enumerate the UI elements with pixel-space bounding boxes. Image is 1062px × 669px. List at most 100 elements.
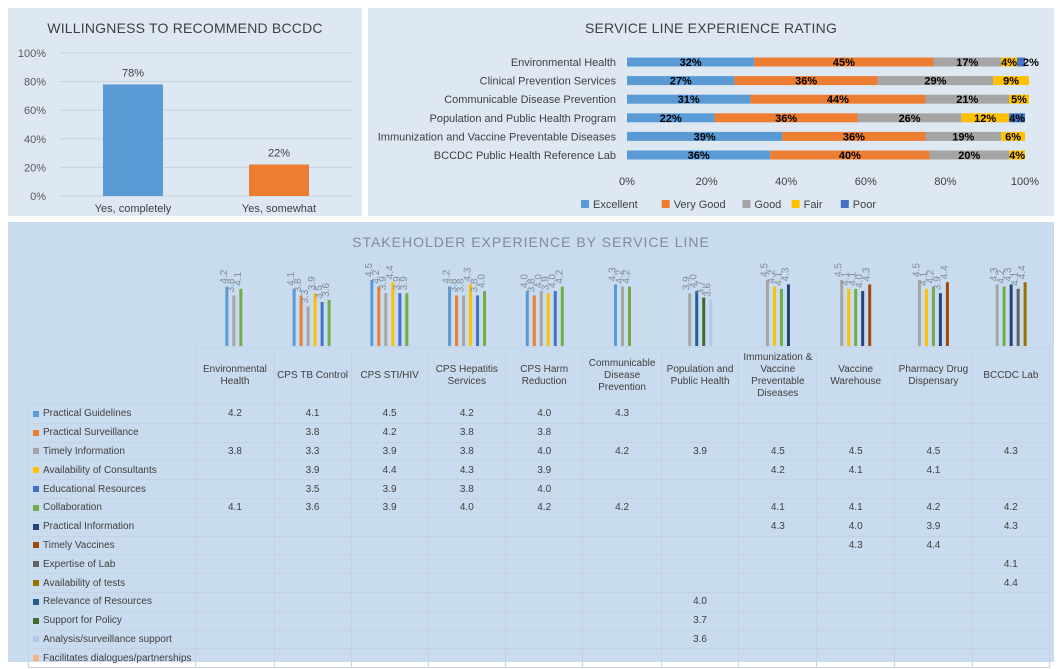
data-label: 19%: [952, 131, 974, 143]
table-cell: [273, 554, 352, 575]
column-header: Pharmacy Drug Dispensary: [894, 347, 973, 405]
stakeholder-bar: [688, 293, 692, 346]
table-cell: [504, 535, 584, 556]
legend-swatch: [661, 200, 670, 208]
table-cell: [427, 554, 506, 575]
data-label: 45%: [833, 57, 855, 69]
bar-segment: [961, 113, 1010, 123]
stakeholder-bar: [462, 295, 466, 346]
stakeholder-bar: [840, 280, 844, 346]
column-header: CPS STI/HIV: [350, 347, 429, 405]
table-cell: [195, 535, 275, 556]
bar-segment: [933, 57, 1002, 67]
table-cell: 3.9: [350, 479, 429, 499]
bar-value-label: 4.2: [371, 269, 382, 283]
series-name: Facilitates dialogues/partnerships: [43, 652, 192, 664]
stakeholder-bar: [924, 288, 928, 346]
bar-value-label: 4.1: [841, 271, 852, 285]
table-row: Expertise of Lab 4.1: [27, 554, 1051, 575]
bar-segment: [750, 94, 926, 104]
recommend-chart-title: WILLINGNESS TO RECOMMEND BCCDC: [47, 20, 323, 36]
stakeholder-bar: [377, 286, 381, 346]
table-cell: 4.4: [971, 573, 1051, 593]
legend-swatch: [33, 598, 39, 605]
y-tick-label: 40%: [24, 134, 46, 146]
bar-value-label: 4.2: [219, 269, 230, 283]
x-tick-label: 100%: [1011, 176, 1039, 188]
row-label: Expertise of Lab: [27, 554, 197, 575]
table-cell: 4.1: [195, 497, 275, 518]
bar-value-label: 4.0: [533, 274, 544, 288]
table-cell: 3.6: [273, 497, 352, 518]
table-cell: 3.9: [894, 516, 973, 537]
table-cell: [195, 573, 275, 593]
table-cell: [427, 610, 506, 631]
bar-value-label: 4.3: [608, 267, 619, 281]
stakeholder-bar: [539, 291, 543, 346]
data-label: 36%: [688, 150, 710, 162]
table-cell: [971, 629, 1051, 650]
table-cell: [660, 422, 740, 443]
table-cell: [660, 648, 740, 669]
table-cell: 4.2: [738, 460, 818, 481]
stakeholder-bar: [995, 284, 999, 346]
table-cell: [660, 535, 740, 556]
series-name: Availability of Consultants: [43, 464, 157, 476]
table-cell: 4.1: [273, 404, 352, 424]
bar-segment: [627, 94, 751, 104]
table-cell: 4.1: [816, 497, 896, 518]
table-cell: 4.1: [894, 460, 973, 481]
legend-swatch: [33, 485, 39, 492]
bar-value-label: 4.2: [622, 269, 633, 283]
data-label: 20%: [958, 150, 980, 162]
table-cell: [894, 591, 973, 612]
bar-value-label: 3.9: [932, 276, 943, 290]
table-cell: [273, 648, 352, 669]
table-cell: 4.3: [427, 460, 506, 481]
stakeholder-bar: [483, 291, 487, 346]
table-cell: [816, 554, 896, 575]
data-label: 27%: [670, 76, 692, 88]
row-label: Facilitates dialogues/partnerships: [27, 648, 197, 669]
data-label: 44%: [827, 94, 849, 106]
table-cell: [195, 422, 275, 443]
table-cell: [582, 516, 662, 537]
table-cell: [816, 404, 896, 424]
table-cell: [504, 610, 584, 631]
legend-label: Fair: [804, 199, 823, 211]
bar-value-label: 3.5: [314, 285, 325, 299]
table-cell: [427, 629, 506, 650]
table-cell: 3.8: [427, 441, 506, 462]
category-label: BCCDC Public Health Reference Lab: [434, 150, 616, 162]
bar-value-label: 3.9: [307, 276, 318, 290]
table-cell: [427, 648, 506, 669]
stakeholder-bar: [945, 282, 949, 346]
stakeholder-bar: [1009, 284, 1013, 346]
category-label: Yes, somewhat: [242, 203, 316, 215]
table-cell: [427, 516, 506, 537]
table-cell: 3.8: [427, 479, 506, 499]
table-cell: [660, 554, 740, 575]
bar-segment: [993, 76, 1029, 86]
legend-swatch: [33, 542, 39, 549]
column-header: BCCDC Lab: [971, 347, 1051, 405]
table-row: Collaboration 4.1 3.6 3.9 4.0 4.2 4.2 4.1 4.1 4.2…: [27, 497, 1051, 518]
legend-swatch: [840, 200, 849, 208]
stakeholder-chart-title: STAKEHOLDER EXPERIENCE BY SERVICE LINE: [352, 234, 710, 250]
data-label: 32%: [680, 57, 702, 69]
table-cell: [195, 516, 275, 537]
data-label: 4%: [1009, 113, 1025, 125]
table-cell: [427, 535, 506, 556]
table-cell: [971, 591, 1051, 612]
legend-swatch: [581, 200, 589, 208]
table-cell: 4.4: [894, 535, 973, 556]
stakeholder-bar: [232, 295, 236, 346]
table-cell: [894, 422, 973, 443]
legend-swatch: [33, 467, 39, 474]
table-cell: 4.0: [504, 441, 584, 462]
bar-segment: [627, 150, 771, 160]
legend-swatch: [33, 523, 39, 530]
bar-value-label: 3.8: [526, 278, 537, 292]
bar-value-label: 4.1: [918, 271, 929, 285]
table-cell: 4.3: [971, 516, 1051, 537]
